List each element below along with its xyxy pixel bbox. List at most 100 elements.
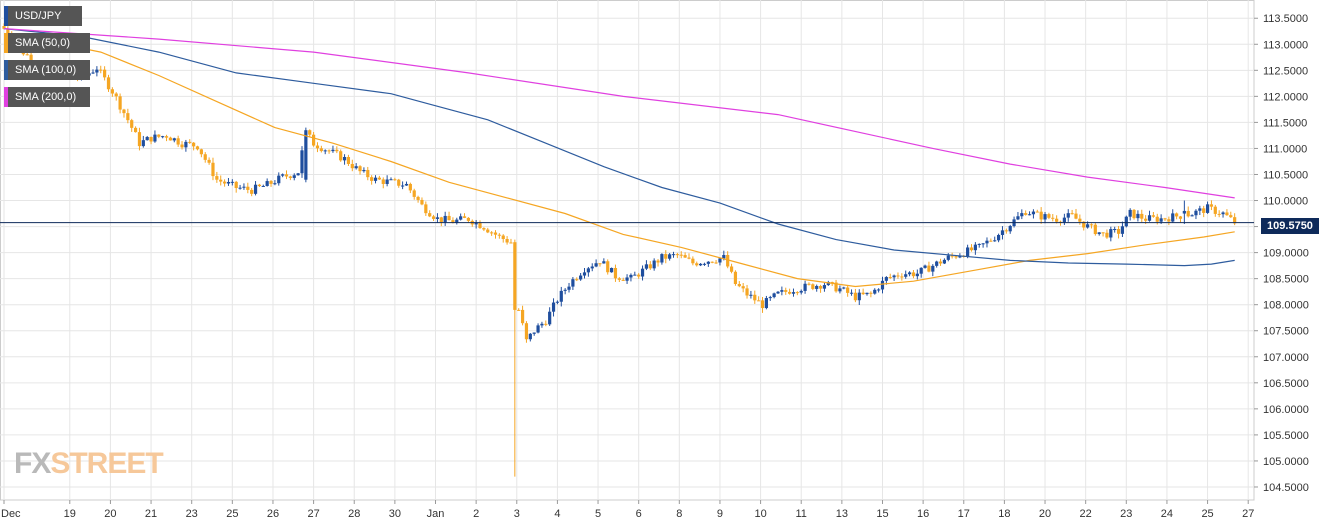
candle-body [795, 292, 799, 294]
candle-body [1101, 232, 1105, 234]
x-tick-label: 23 [1120, 508, 1132, 520]
candle-body [966, 247, 970, 257]
candle-body [582, 272, 587, 276]
candle-body [482, 228, 486, 230]
candle-body [838, 288, 842, 292]
candle-body [323, 150, 327, 152]
y-tick-label: 111.5000 [1263, 117, 1307, 129]
y-tick-label: 107.0000 [1263, 352, 1309, 364]
candle-body [710, 261, 714, 263]
candle-body [29, 54, 33, 63]
x-tick-label: 30 [389, 508, 401, 520]
candle-body [234, 181, 238, 188]
candle-body [331, 149, 335, 152]
candle-body [110, 89, 114, 94]
candle-body [246, 186, 250, 190]
candle-body [1031, 211, 1036, 215]
candle-body [192, 142, 196, 147]
x-tick-label: 17 [958, 508, 970, 520]
candle-body [1178, 216, 1183, 219]
candle-body [288, 176, 292, 178]
candle-body [358, 166, 362, 172]
candle-body [1233, 217, 1237, 224]
y-tick-label: 105.5000 [1263, 430, 1309, 442]
x-tick-label: 15 [876, 508, 888, 520]
candle-body [993, 240, 997, 242]
candle-body [1047, 214, 1051, 218]
y-tick-label: 112.0000 [1263, 91, 1308, 103]
candle-body [950, 255, 954, 257]
candle-body [826, 282, 830, 286]
candle-body [292, 175, 296, 178]
legend-sma50-label: SMA (50,0) [15, 37, 71, 49]
candle-body [1105, 232, 1109, 238]
x-tick-label: 20 [1039, 508, 1051, 520]
x-tick-label: 16 [917, 508, 929, 520]
candle-body [180, 144, 184, 148]
x-tick-label: Jan [427, 508, 445, 520]
candle-body [737, 283, 741, 287]
candle-body [869, 292, 873, 294]
candle-body [687, 257, 691, 259]
candle-body [242, 186, 246, 188]
sma-line [3, 28, 1235, 199]
candle-body [253, 184, 258, 194]
candle-body [880, 280, 885, 290]
candle-body [404, 183, 409, 186]
candle-body [497, 234, 501, 236]
candle-body [1205, 204, 1210, 213]
candle-body [296, 173, 300, 176]
candle-body [958, 255, 962, 258]
x-tick-label: 4 [554, 508, 560, 520]
candle-body [621, 279, 625, 281]
candle-body [184, 141, 188, 148]
candle-body [459, 216, 463, 220]
candle-body [153, 134, 157, 142]
candle-body [199, 149, 203, 155]
candle-body [714, 262, 718, 264]
candle-body [753, 294, 757, 301]
candle-body [304, 130, 308, 180]
candle-body [590, 266, 594, 269]
candle-body [1109, 229, 1113, 238]
candle-body [1163, 218, 1167, 220]
symbol-swatch [4, 6, 8, 26]
candle-body [726, 254, 730, 267]
candle-body [354, 166, 358, 169]
candle-body [822, 285, 827, 289]
candle-body [757, 300, 761, 302]
candle-body [625, 277, 629, 281]
candle-body [536, 325, 540, 333]
candle-body [1116, 229, 1121, 234]
candle-body [691, 258, 695, 264]
candle-body [923, 265, 927, 268]
candle-body [265, 181, 269, 186]
candle-body [339, 151, 343, 161]
sma100-swatch [4, 60, 8, 80]
x-tick-label: 9 [717, 508, 723, 520]
candle-body [996, 234, 1001, 241]
candle-body [915, 273, 919, 277]
x-tick-label: 22 [1080, 508, 1092, 520]
legend-sma50: SMA (50,0) [4, 33, 90, 53]
candle-body [203, 154, 207, 160]
candle-body [652, 260, 656, 269]
candle-body [520, 309, 525, 324]
candles [2, 23, 1237, 477]
candle-body [544, 323, 548, 325]
x-tick-label: 19 [64, 508, 76, 520]
candle-body [161, 136, 165, 138]
candle-body [722, 254, 726, 259]
candle-body [1020, 213, 1024, 217]
candle-body [954, 256, 958, 258]
candle-body [1027, 214, 1032, 216]
candle-body [207, 159, 211, 163]
candle-body [1167, 219, 1171, 222]
x-tick-label: 25 [226, 508, 238, 520]
y-tick-label: 110.5000 [1263, 169, 1308, 181]
candle-body [1221, 212, 1225, 215]
x-tick-label: 18 [998, 508, 1010, 520]
x-tick-label: 26 [267, 508, 279, 520]
candle-body [1024, 213, 1028, 215]
candle-body [1008, 226, 1012, 232]
